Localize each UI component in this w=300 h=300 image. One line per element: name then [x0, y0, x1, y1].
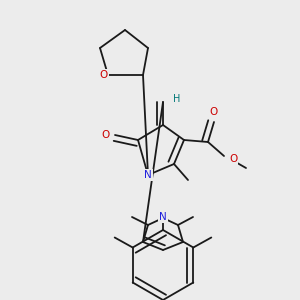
- Text: H: H: [173, 94, 181, 104]
- Text: O: O: [100, 70, 108, 80]
- Text: O: O: [229, 154, 237, 164]
- Text: N: N: [144, 170, 152, 180]
- Text: O: O: [210, 107, 218, 117]
- Text: O: O: [102, 130, 110, 140]
- Text: N: N: [159, 212, 167, 222]
